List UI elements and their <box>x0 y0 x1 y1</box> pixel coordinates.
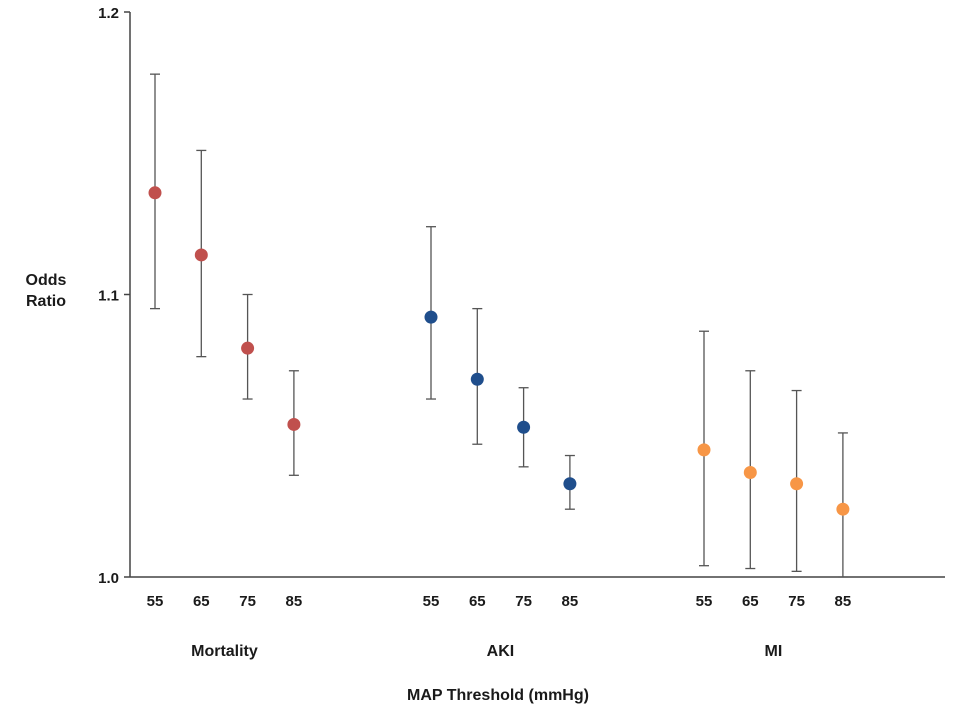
y-tick-label: 1.1 <box>98 288 119 305</box>
y-tick-label: 1.2 <box>98 5 119 22</box>
y-tick-label: 1.0 <box>98 570 119 587</box>
x-tick-label: 55 <box>423 593 440 610</box>
data-point-aki-65 <box>470 372 484 386</box>
x-tick-label: 85 <box>286 593 303 610</box>
x-tick-label: 75 <box>239 593 256 610</box>
x-tick-label: 75 <box>788 593 805 610</box>
x-tick-labels: 55 65 75 85 55 65 75 85 55 65 75 85 <box>147 593 852 610</box>
data-points <box>148 186 850 516</box>
x-tick-label: 65 <box>193 593 210 610</box>
x-axis-title: MAP Threshold (mmHg) <box>407 687 589 704</box>
group-label-mortality: Mortality <box>191 643 258 660</box>
x-tick-label: 75 <box>515 593 532 610</box>
x-tick-label: 65 <box>742 593 759 610</box>
y-axis-title-line: Ratio <box>26 293 66 310</box>
x-tick-label: 55 <box>696 593 713 610</box>
group-label-mi: MI <box>765 643 783 660</box>
error-bars <box>150 73 848 578</box>
data-point-mortality-55 <box>148 186 162 200</box>
data-point-aki-85 <box>563 477 577 491</box>
group-label-aki: AKI <box>487 643 515 660</box>
x-tick-label: 85 <box>835 593 852 610</box>
x-tick-label: 65 <box>469 593 486 610</box>
data-point-mortality-85 <box>287 417 301 431</box>
data-point-mi-65 <box>743 465 757 479</box>
data-point-mi-75 <box>790 477 804 491</box>
data-point-aki-75 <box>517 420 531 434</box>
data-point-mortality-65 <box>194 248 208 262</box>
data-point-aki-55 <box>424 310 438 324</box>
y-axis-title: Odds Ratio <box>26 272 67 310</box>
y-axis-title-line: Odds <box>26 272 67 289</box>
data-point-mortality-75 <box>241 341 255 355</box>
data-point-mi-55 <box>697 443 711 457</box>
data-point-mi-85 <box>836 502 850 516</box>
group-labels: Mortality AKI MI <box>191 643 782 660</box>
y-ticks: 1.0 1.1 1.2 <box>98 5 130 587</box>
x-tick-label: 85 <box>562 593 579 610</box>
x-tick-label: 55 <box>147 593 164 610</box>
